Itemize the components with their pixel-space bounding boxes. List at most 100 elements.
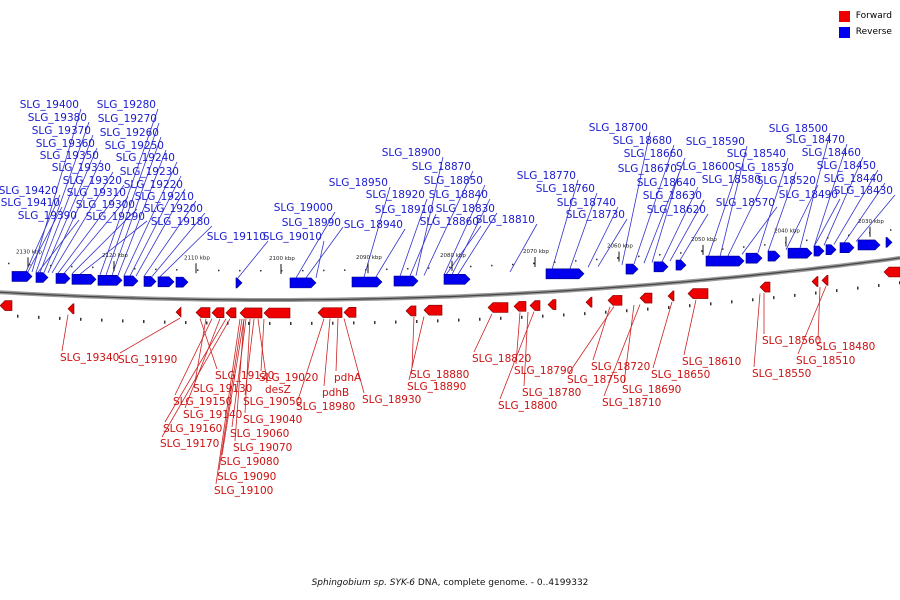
scale-tick-label: 2100 kbp [269, 256, 295, 262]
forward-gene-arrow [883, 266, 900, 278]
reverse-gene-arrow [787, 247, 813, 259]
reverse-gene-arrow [143, 276, 157, 287]
forward-leader-line [257, 318, 268, 384]
reverse-gene-label: SLG_19310 [67, 187, 126, 199]
minor-tick [185, 321, 187, 325]
leader-lines [25, 108, 896, 485]
forward-leader-line [199, 318, 218, 370]
minor-tick [512, 263, 514, 266]
minor-tick [122, 319, 124, 323]
reverse-leader-line [423, 170, 474, 276]
reverse-gene-label: SLG_18730 [566, 209, 625, 221]
minor-tick [869, 231, 871, 234]
forward-gene-label: SLG_19340 [60, 352, 119, 364]
scale-tick-label: 2090 kbp [356, 255, 382, 261]
reverse-gene-label: SLG_19320 [63, 175, 122, 187]
reverse-leader-line [833, 169, 879, 245]
minor-tick [101, 318, 103, 322]
reverse-gene-label: SLG_19230 [120, 166, 179, 178]
reverse-leader-line [159, 225, 213, 278]
minor-tick [542, 314, 544, 318]
minor-tick [500, 316, 502, 320]
forward-leader-line [499, 311, 535, 400]
reverse-leader-line [375, 228, 406, 278]
forward-gene-label: pdhA [334, 372, 362, 384]
reverse-gene-arrow [123, 275, 139, 287]
reverse-leader-line [415, 156, 444, 276]
minor-tick [395, 320, 397, 324]
reverse-gene-arrow [825, 244, 837, 255]
forward-gene-arrow [317, 307, 343, 318]
reverse-leader-line [37, 219, 80, 273]
reverse-gene-label: SLG_19210 [135, 191, 194, 203]
forward-gene-arrow [811, 276, 819, 287]
reverse-gene-label: SLG_18870 [412, 161, 471, 173]
forward-gene-arrow [0, 300, 13, 311]
reverse-gene-label: SLG_18990 [282, 217, 341, 229]
reverse-leader-line [445, 225, 482, 275]
caption: Sphingobium sp. SYK-6 DNA, complete geno… [0, 578, 900, 588]
reverse-gene-label: SLG_19330 [52, 162, 111, 174]
forward-leader-line [473, 313, 493, 353]
reverse-gene-label: SLG_19400 [20, 99, 79, 111]
minor-tick [827, 237, 829, 239]
reverse-leader-line [151, 212, 206, 277]
minor-tick [605, 310, 607, 314]
reverse-leader-line [569, 192, 598, 269]
reverse-gene-label: SLG_18810 [476, 214, 535, 226]
minor-tick [155, 268, 157, 271]
reverse-leader-line [129, 175, 182, 277]
forward-leader-line [335, 318, 339, 372]
forward-leader-line [234, 318, 245, 442]
forward-leader-line [411, 316, 415, 369]
forward-gene-label: SLG_18480 [816, 341, 875, 353]
reverse-leader-line [651, 172, 680, 263]
scale-tick-label: 2130 kbp [16, 249, 42, 255]
reverse-leader-line [621, 131, 651, 265]
reverse-gene-label: SLG_19000 [274, 202, 333, 214]
scale-tick-label: 2080 kbp [440, 253, 466, 259]
reverse-gene-label: SLG_19370 [32, 125, 91, 137]
forward-gene-label: SLG_18780 [522, 387, 581, 399]
reverse-leader-line [823, 156, 864, 246]
minor-tick [344, 269, 346, 271]
reverse-leader-line [443, 184, 486, 275]
reverse-gene-arrow [675, 259, 687, 271]
reverse-leader-line [25, 194, 61, 272]
minor-tick [815, 291, 817, 295]
forward-gene-arrow [585, 296, 593, 308]
reverse-gene-label: SLG_19410 [1, 197, 60, 209]
forward-gene-label: SLG_18820 [472, 353, 531, 365]
forward-gene-label: SLG_18510 [796, 355, 855, 367]
minor-tick [647, 307, 649, 311]
minor-tick [218, 269, 220, 272]
minor-tick [785, 241, 787, 244]
reverse-gene-label: SLG_18500 [769, 123, 828, 135]
minor-tick [794, 293, 796, 297]
reverse-gene-label: SLG_18470 [786, 134, 845, 146]
reverse-gene-label: SLG_18900 [382, 147, 441, 159]
forward-leader-line [174, 318, 213, 396]
reverse-leader-line [767, 171, 797, 252]
forward-gene-arrow [487, 302, 509, 313]
minor-tick [878, 283, 880, 287]
reverse-gene-label: SLG_19350 [40, 150, 99, 162]
minor-tick [302, 269, 304, 272]
minor-tick [689, 304, 691, 308]
forward-gene-label: SLG_18980 [296, 401, 355, 413]
reverse-leader-line [143, 200, 197, 277]
forward-leader-line [797, 286, 827, 355]
forward-label: Forward [855, 11, 892, 21]
reverse-leader-line [363, 186, 391, 278]
minor-tick [311, 321, 313, 325]
forward-leader-line [683, 299, 697, 356]
minor-tick [59, 316, 61, 320]
minor-tick [176, 269, 178, 271]
reverse-leader-line [63, 196, 129, 274]
minor-tick [353, 321, 355, 325]
forward-leader-line [523, 311, 529, 387]
reverse-gene-arrow [625, 263, 639, 275]
reverse-gene-arrow [653, 261, 669, 273]
reverse-gene-label: SLG_18450 [817, 160, 876, 172]
forward-gene-arrow [759, 281, 771, 293]
